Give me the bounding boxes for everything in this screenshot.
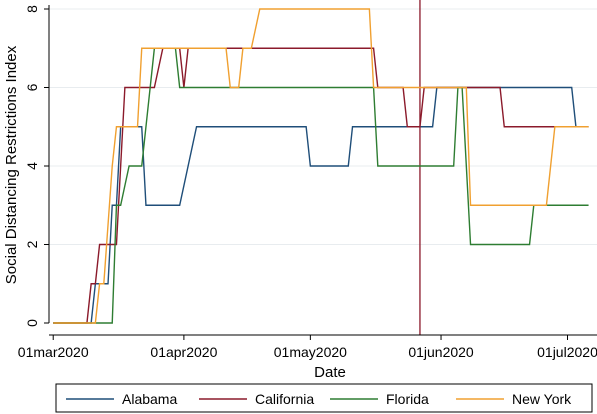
- legend-label-florida: Florida: [386, 391, 429, 407]
- axes: [48, 5, 597, 336]
- x-ticks: 01mar2020 01apr2020 01may2020 01jun2020 01ju…: [18, 335, 597, 360]
- legend-item-alabama: Alabama: [66, 391, 177, 407]
- legend-label-new-york: New York: [512, 391, 572, 407]
- y-tick-label: 2: [24, 240, 40, 248]
- legend-item-new-york: New York: [456, 391, 572, 407]
- y-ticks: 0 2 4 6 8: [24, 5, 49, 327]
- legend-item-florida: Florida: [330, 391, 429, 407]
- series-line-florida: [53, 47, 589, 324]
- y-axis-title: Social Distancing Restrictions Index: [3, 45, 20, 284]
- legend-label-alabama: Alabama: [122, 391, 177, 407]
- series-line-alabama: [53, 86, 589, 324]
- legend-label-california: California: [255, 391, 314, 407]
- series-line-california: [53, 47, 589, 324]
- x-tick-label: 01apr2020: [150, 344, 217, 360]
- x-tick-label: 01may2020: [274, 344, 347, 360]
- y-tick-label: 4: [24, 162, 40, 170]
- series-group: [53, 8, 589, 324]
- x-axis-title: Date: [314, 364, 346, 381]
- legend: Alabama California Florida New York: [55, 383, 593, 413]
- y-tick-label: 8: [24, 5, 40, 13]
- x-tick-label: 01jun2020: [408, 344, 474, 360]
- x-tick-label: 01jul2020: [537, 344, 597, 360]
- legend-frame: [55, 383, 593, 413]
- legend-item-california: California: [199, 391, 314, 407]
- series-line-new-york: [53, 8, 589, 324]
- y-tick-label: 6: [24, 83, 40, 91]
- x-tick-label: 01mar2020: [18, 344, 89, 360]
- y-tick-label: 0: [24, 319, 40, 327]
